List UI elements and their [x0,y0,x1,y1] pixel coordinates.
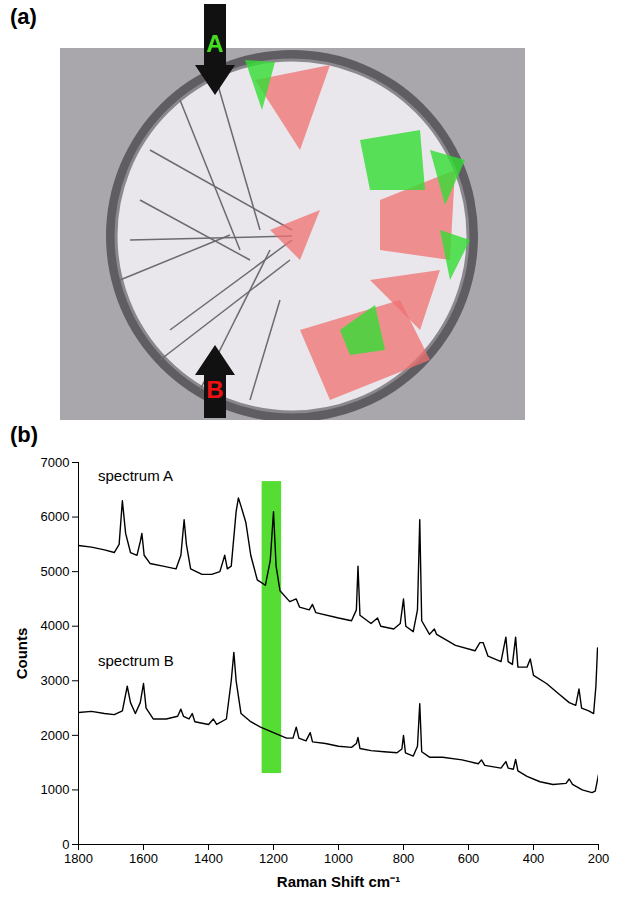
svg-text:1600: 1600 [129,851,158,866]
html-text:(b): (b) [10,422,39,447]
svg-text:1000: 1000 [41,782,70,797]
svg-text:1000: 1000 [324,851,353,866]
svg-text:1400: 1400 [194,851,223,866]
svg-text:Counts: Counts [13,628,30,680]
svg-text:6000: 6000 [41,509,70,524]
svg-text:1200: 1200 [259,851,288,866]
svg-text:0: 0 [62,837,69,852]
svg-text:2000: 2000 [41,728,70,743]
svg-text:3000: 3000 [41,673,70,688]
svg-text:1800: 1800 [64,851,93,866]
svg-text:600: 600 [458,851,480,866]
svg-text:B: B [206,376,223,403]
svg-text:A: A [206,30,223,57]
svg-text:7000: 7000 [41,455,70,470]
svg-text:spectrum A: spectrum A [98,467,173,484]
svg-text:800: 800 [393,851,415,866]
svg-text:400: 400 [523,851,545,866]
svg-text:(a): (a) [10,4,37,29]
svg-text:4000: 4000 [41,618,70,633]
svg-text:spectrum B: spectrum B [98,652,174,669]
svg-text:200: 200 [588,851,610,866]
svg-text:5000: 5000 [41,564,70,579]
svg-text:Raman Shift cm⁻¹: Raman Shift cm⁻¹ [277,873,400,890]
